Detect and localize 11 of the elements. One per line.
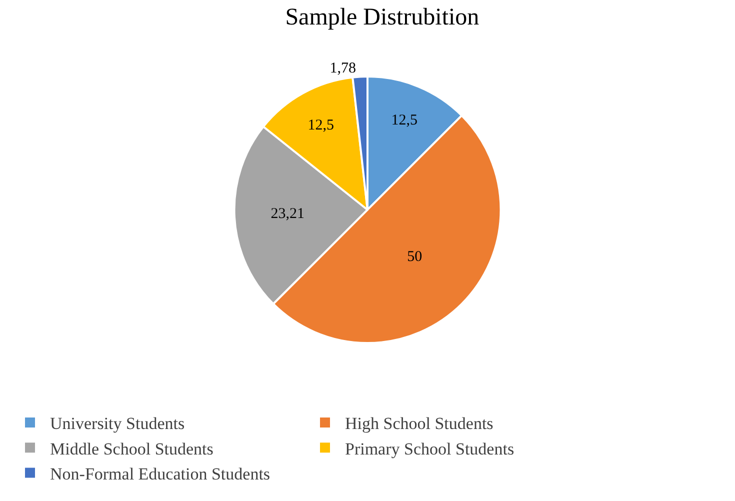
data-label: 12,5 (391, 112, 418, 129)
legend-label: Non-Formal Education Students (50, 464, 270, 484)
chart-title: Sample Distrubition (285, 4, 480, 30)
legend-label: Primary School Students (345, 439, 514, 458)
data-label: 1,78 (330, 60, 356, 77)
data-label: 23,21 (270, 206, 305, 222)
data-label: 12,5 (308, 117, 334, 134)
legend-label: University Students (50, 414, 185, 434)
data-label: 50 (407, 248, 422, 265)
legend-label: Middle School Students (50, 439, 214, 458)
legend-label: High School Students (345, 414, 494, 434)
